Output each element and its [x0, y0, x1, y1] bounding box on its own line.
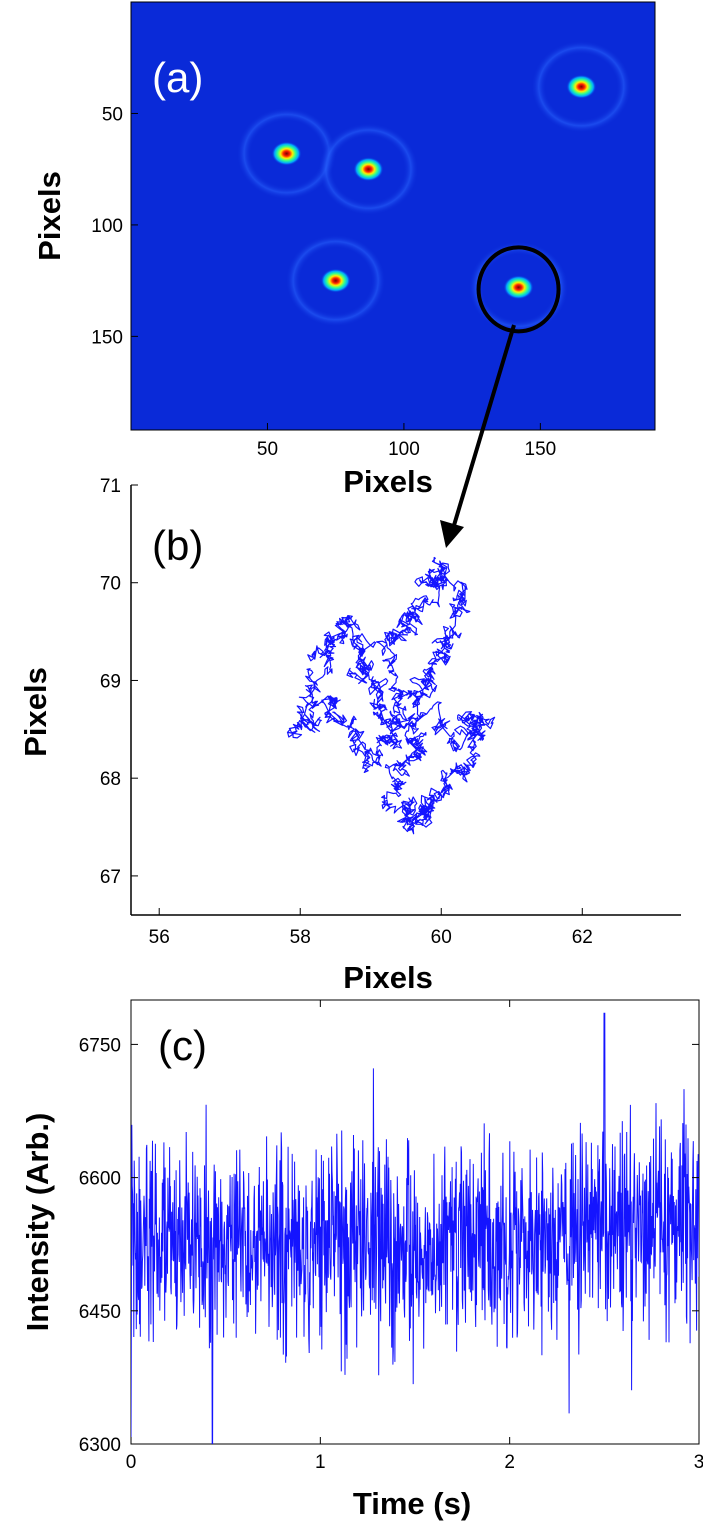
y-tick-label: 67	[100, 867, 121, 888]
panel-c: 0 1 2 3 6300 6450 6600 6750 (c) Time (s) Intens…	[20, 999, 703, 1521]
spot	[566, 74, 597, 99]
y-tick-label: 100	[91, 216, 123, 237]
panel-a-ylabel: Pixels	[32, 171, 67, 261]
x-tick-label: 56	[149, 927, 170, 948]
y-tick-label: 71	[100, 476, 121, 497]
y-tick-label: 6750	[79, 1035, 121, 1056]
x-tick-label: 2	[504, 1452, 515, 1473]
y-tick-label: 6450	[79, 1302, 121, 1323]
y-tick-label: 150	[91, 327, 123, 348]
y-tick-label: 6300	[79, 1435, 121, 1456]
panel-a-xlabel: Pixels	[343, 464, 433, 499]
trajectory-line	[286, 556, 496, 835]
panel-b-xlabel: Pixels	[343, 960, 433, 995]
panel-a: 50 100 150 50 100 150 (a) Pixels Pixels	[32, 1, 656, 499]
intensity-trace	[131, 1012, 699, 1444]
zoom-arrow-head	[440, 520, 464, 548]
spot	[353, 157, 384, 182]
panel-c-label: (c)	[158, 1022, 207, 1069]
panel-b: 56 58 60 62 67 68 69 70 71 (b) Pixels Pixels	[18, 476, 681, 995]
x-tick-label: 58	[290, 927, 311, 948]
x-tick-label: 100	[388, 439, 420, 460]
spot	[503, 275, 534, 300]
panel-c-xlabel: Time (s)	[353, 1486, 471, 1521]
y-tick-label: 68	[100, 769, 121, 790]
spot	[271, 141, 302, 166]
zoom-arrow	[440, 324, 516, 548]
x-tick-label: 60	[431, 927, 452, 948]
highlight-circle	[476, 245, 561, 334]
x-tick-label: 1	[315, 1452, 326, 1473]
x-tick-label: 150	[525, 439, 557, 460]
spot	[320, 268, 351, 293]
x-tick-label: 0	[126, 1452, 137, 1473]
x-tick-label: 62	[572, 927, 593, 948]
x-tick-label: 3	[694, 1452, 703, 1473]
panel-a-frame	[130, 1, 656, 431]
y-tick-label: 50	[102, 104, 123, 125]
y-tick-label: 69	[100, 671, 121, 692]
x-tick-label: 50	[257, 439, 278, 460]
y-tick-label: 70	[100, 574, 121, 595]
panel-c-ylabel: Intensity (Arb.)	[20, 1113, 55, 1332]
y-tick-label: 6600	[79, 1169, 121, 1190]
panel-a-label: (a)	[152, 54, 203, 101]
panel-b-label: (b)	[152, 522, 203, 569]
panel-b-ylabel: Pixels	[18, 667, 53, 757]
zoom-arrow-line	[450, 324, 516, 533]
